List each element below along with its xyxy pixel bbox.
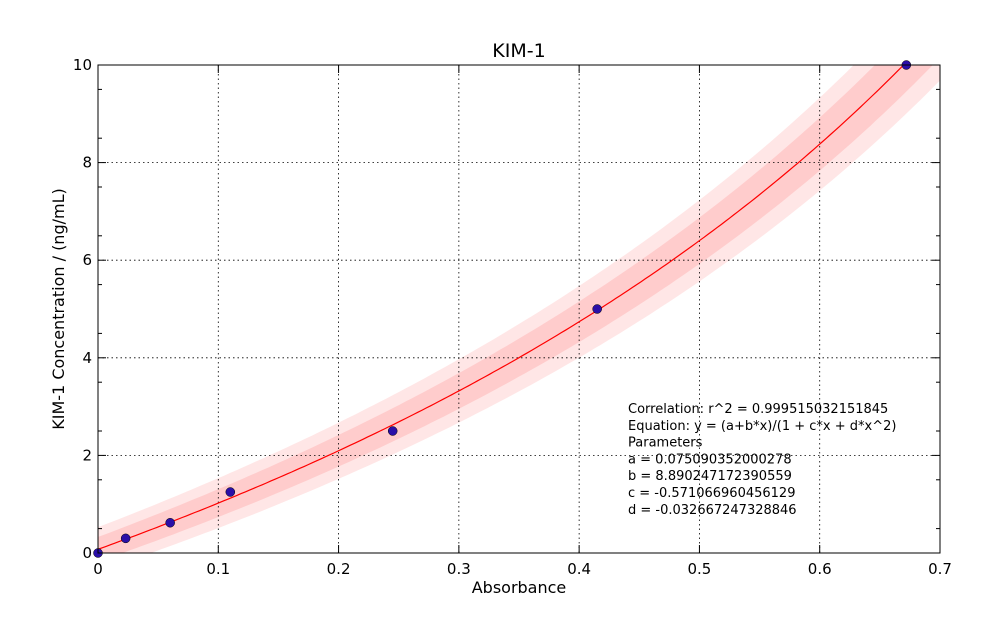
x-tick-label: 0.3	[447, 560, 471, 578]
x-tick-label: 0.2	[327, 560, 351, 578]
annotation-line: Parameters	[628, 436, 703, 451]
y-tick-label: 6	[82, 251, 92, 269]
data-point	[120, 533, 131, 544]
annotation-line: a = 0.075090352000278	[628, 452, 792, 467]
annotation-line: c = -0.571066960456129	[628, 486, 795, 501]
y-tick-label: 4	[82, 349, 92, 367]
fit-curve	[98, 65, 905, 550]
chart-title: KIM-1	[492, 40, 545, 62]
fit-annotation: Correlation: r^2 = 0.999515032151845 Equa…	[628, 402, 896, 518]
x-tick-label: 0.5	[687, 560, 711, 578]
annotation-line: Correlation: r^2 = 0.999515032151845	[628, 402, 888, 417]
x-tick-label: 0.4	[567, 560, 591, 578]
inner-band	[98, 65, 933, 553]
data-point	[592, 304, 602, 314]
data-point	[225, 487, 236, 497]
annotation-line: b = 8.890247172390559	[628, 469, 792, 484]
y-tick-label: 2	[82, 446, 92, 464]
x-tick-label: 0	[93, 560, 103, 578]
y-tick-label: 10	[73, 56, 92, 74]
grid-lines	[98, 65, 940, 553]
annotation-line: d = -0.032667247328846	[628, 503, 797, 518]
x-tick-label: 0.7	[928, 560, 952, 578]
y-tick-labels: 0 2 4 6 8 10	[73, 56, 92, 562]
x-tick-label: 0.6	[808, 560, 832, 578]
x-tick-labels: 0 0.1 0.2 0.3 0.4 0.5 0.6 0.7	[93, 560, 952, 578]
data-point	[387, 426, 398, 436]
axis-ticks	[97, 64, 941, 554]
data-point	[165, 517, 175, 528]
y-axis-label: KIM-1 Concentration / (ng/mL)	[49, 188, 68, 429]
confidence-bands	[98, 65, 940, 553]
plot-frame	[97, 64, 941, 554]
y-tick-label: 0	[82, 544, 92, 562]
y-tick-label: 8	[82, 154, 92, 172]
outer-band	[98, 65, 940, 553]
data-points	[93, 60, 912, 558]
x-tick-label: 0.1	[206, 560, 230, 578]
annotation-line: Equation: y = (a+b*x)/(1 + c*x + d*x^2)	[628, 419, 896, 434]
x-axis-label: Absorbance	[472, 578, 567, 597]
